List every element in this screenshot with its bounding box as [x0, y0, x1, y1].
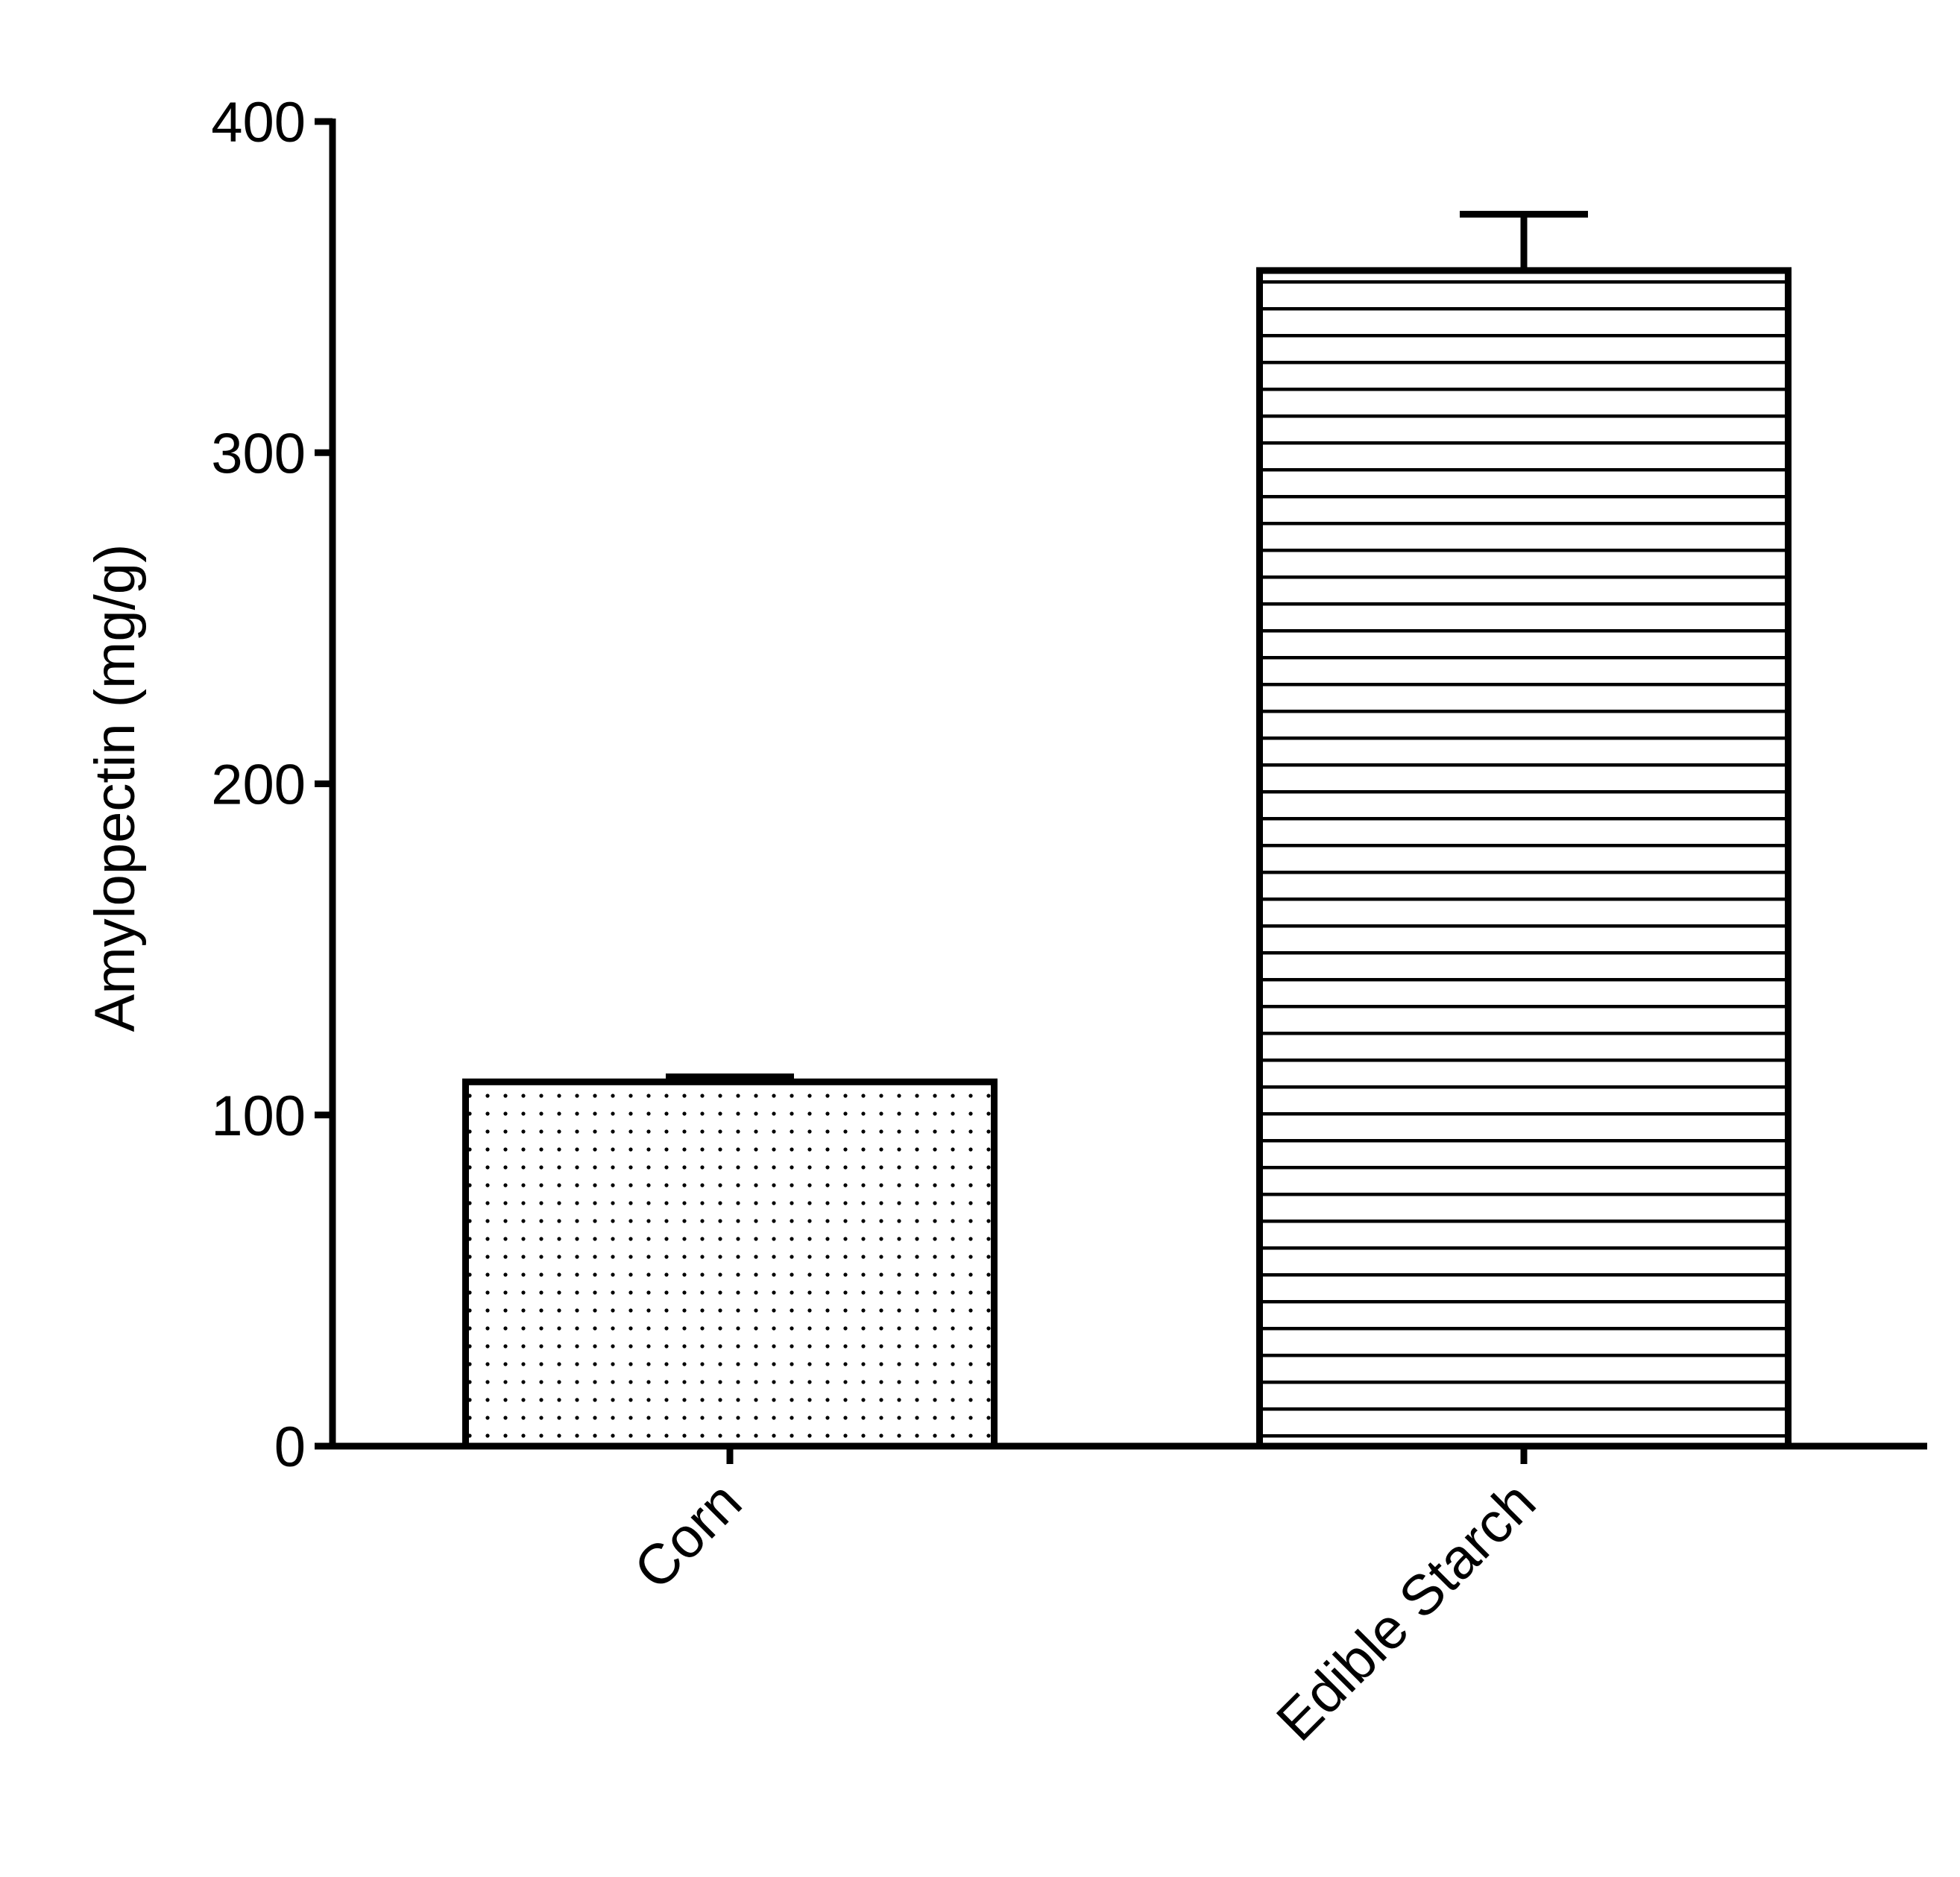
y-tick-label: 100 — [211, 1085, 306, 1148]
y-axis-title: Amylopectin (mg/g) — [83, 544, 147, 1032]
error-bar — [1460, 210, 1588, 271]
y-tick-label: 0 — [274, 1416, 306, 1479]
x-tick-label: Edible Starch — [1264, 1470, 1548, 1753]
bar — [1256, 267, 1792, 1450]
bar — [462, 1078, 998, 1450]
y-tick-label: 200 — [211, 754, 306, 817]
x-tick-label: Corn — [622, 1470, 754, 1602]
y-tick-label: 300 — [211, 422, 306, 485]
y-tick-label: 400 — [211, 91, 306, 154]
